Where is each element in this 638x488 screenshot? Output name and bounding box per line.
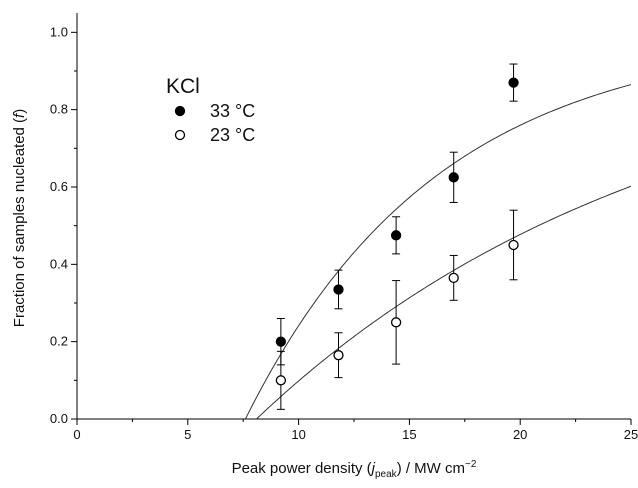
x-label-superscript: −2 — [465, 459, 477, 470]
data-point — [390, 230, 402, 241]
data-point — [275, 336, 287, 347]
data-point — [275, 375, 287, 386]
y-label-main: Fraction of samples nucleated ( — [11, 118, 28, 327]
x-tick-label: 5 — [184, 427, 191, 442]
data-point — [448, 172, 459, 183]
data-point — [333, 350, 344, 361]
y-tick-label: 0.0 — [50, 411, 68, 426]
y-tick-label: 0.6 — [50, 179, 68, 194]
data-point — [333, 284, 344, 295]
y-axis-label: Fraction of samples nucleated (f) — [11, 109, 28, 327]
legend-marker — [174, 105, 186, 117]
x-tick-label: 15 — [402, 427, 416, 442]
data-point — [448, 272, 459, 284]
fit-curve-2 — [256, 185, 631, 420]
y-label-rest: ) — [11, 109, 28, 114]
data-point — [508, 77, 519, 88]
x-tick-label: 25 — [624, 427, 638, 442]
legend-label: 23 °C — [210, 125, 255, 145]
data-point — [390, 317, 402, 328]
legend-label: 33 °C — [210, 101, 255, 121]
axes: 0 5 10 15 20 25 0.0 0.2 0.4 0.6 0.8 1.0 — [50, 13, 638, 442]
data-points — [275, 77, 519, 386]
legend-title: KCl — [166, 75, 200, 98]
y-label-italic: f — [11, 112, 28, 118]
y-tick-label: 0.8 — [50, 102, 68, 117]
x-label-rest: ) / MW cm — [397, 460, 465, 477]
y-tick-label: 0.2 — [50, 334, 68, 349]
x-axis-label: Peak power density (jpeak) / MW cm−2 — [232, 459, 477, 480]
x-label-subscript: peak — [375, 469, 398, 480]
legend: KCl 33 °C 23 °C — [166, 75, 255, 145]
data-point — [508, 239, 519, 251]
legend-marker — [174, 129, 186, 141]
fit-curve-1 — [244, 84, 631, 420]
x-tick-label: 20 — [513, 427, 527, 442]
x-tick-label: 10 — [291, 427, 305, 442]
y-tick-label: 1.0 — [50, 24, 68, 39]
x-label-italic: j — [370, 460, 376, 477]
y-tick-label: 0.4 — [50, 256, 68, 271]
x-tick-label: 0 — [73, 427, 80, 442]
x-label-main: Peak power density ( — [232, 460, 372, 477]
fit-curves — [244, 84, 631, 420]
